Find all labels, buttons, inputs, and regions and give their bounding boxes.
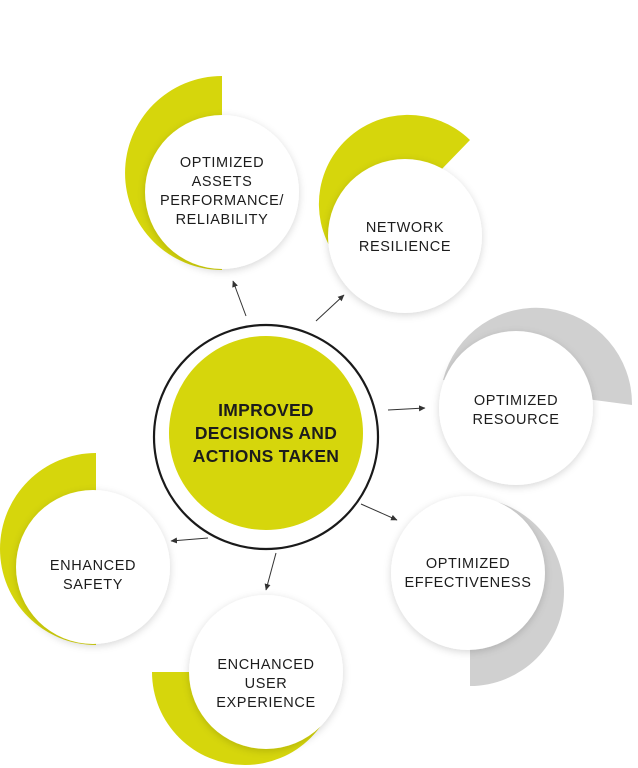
outcome-circles: [16, 115, 593, 749]
circle-effectiveness: [391, 496, 545, 650]
arrow-to-assets: [232, 280, 247, 317]
circle-assets: [145, 115, 299, 269]
arrow-to-safety: [170, 537, 209, 544]
circle-network: [328, 159, 482, 313]
arrow-to-resource: [387, 405, 426, 412]
outcome-label-network: NETWORK RESILIENCE: [358, 220, 452, 255]
connector-arrows: [170, 280, 426, 591]
outcome-label-resource: OPTIMIZED RESOURCE: [472, 393, 560, 428]
outcome-label-user-experience: ENCHANCED USER EXPERIENCE: [216, 656, 316, 711]
center-disc: [169, 336, 363, 530]
outcome-label-effectiveness: OPTIMIZED EFFECTIVENESS: [404, 556, 532, 591]
arrow-to-network: [315, 294, 345, 322]
center-label: IMPROVED DECISIONS AND ACTIONS TAKEN: [192, 399, 340, 466]
outcome-label-safety: ENHANCED SAFETY: [49, 558, 137, 593]
circle-user-experience: [189, 595, 343, 749]
arrow-to-user-experience: [264, 552, 277, 591]
outcome-label-assets: OPTIMIZED ASSETS PERFORMANCE/ RELIABILIT…: [159, 155, 284, 228]
circle-safety: [16, 490, 170, 644]
arrow-to-effectiveness: [360, 503, 398, 521]
circle-resource: [439, 331, 593, 485]
center-hub: [152, 323, 380, 551]
